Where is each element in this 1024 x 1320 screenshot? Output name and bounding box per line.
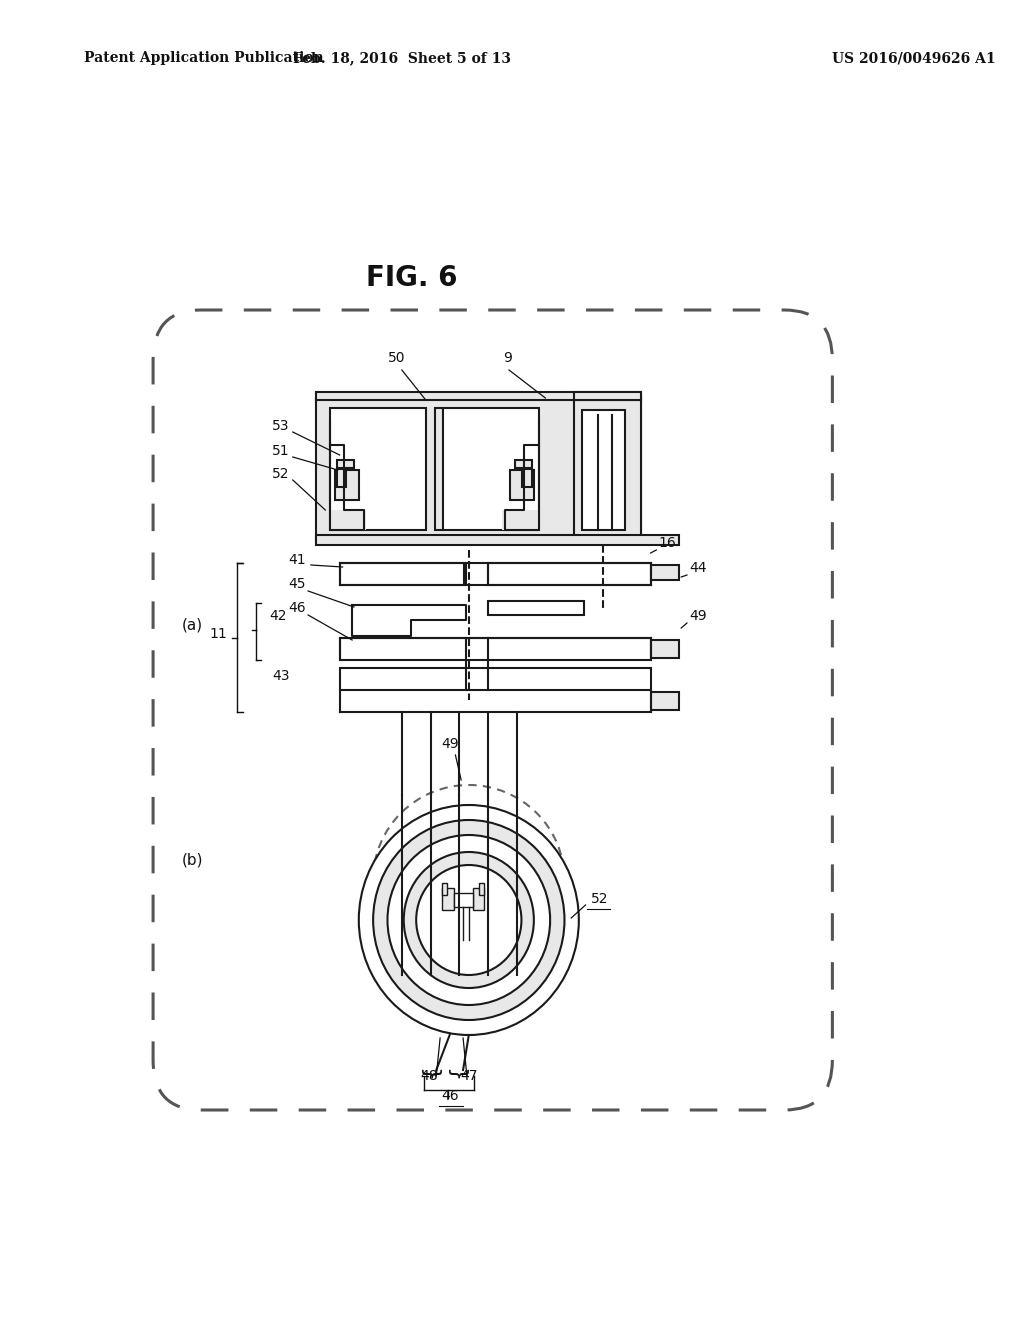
- Bar: [582, 411, 625, 531]
- Text: 16: 16: [658, 536, 676, 550]
- Bar: [650, 565, 679, 579]
- Bar: [522, 469, 531, 487]
- Text: 9: 9: [503, 351, 512, 366]
- Bar: [330, 408, 426, 531]
- Bar: [488, 601, 584, 615]
- Text: 49: 49: [689, 609, 707, 623]
- Bar: [315, 535, 679, 545]
- Bar: [335, 470, 358, 500]
- Text: (b): (b): [182, 853, 204, 867]
- Circle shape: [358, 805, 579, 1035]
- Circle shape: [416, 865, 521, 975]
- Text: 52: 52: [272, 467, 290, 480]
- Text: }: }: [445, 1068, 466, 1082]
- Text: 53: 53: [272, 418, 290, 433]
- Text: 43: 43: [272, 669, 290, 682]
- Bar: [650, 692, 679, 710]
- Bar: [442, 883, 446, 895]
- Text: FIG. 6: FIG. 6: [366, 264, 457, 292]
- Bar: [340, 638, 650, 660]
- Bar: [473, 888, 484, 909]
- Bar: [650, 640, 679, 657]
- Text: (a): (a): [182, 618, 203, 632]
- Bar: [340, 668, 650, 690]
- Bar: [443, 408, 539, 531]
- Text: 42: 42: [269, 609, 287, 623]
- Bar: [442, 888, 454, 909]
- Text: 45: 45: [289, 577, 306, 591]
- Bar: [479, 883, 484, 895]
- Bar: [488, 564, 650, 585]
- Bar: [340, 564, 464, 585]
- Text: 48: 48: [420, 1069, 437, 1082]
- Text: Feb. 18, 2016  Sheet 5 of 13: Feb. 18, 2016 Sheet 5 of 13: [293, 51, 511, 65]
- Text: 46: 46: [289, 601, 306, 615]
- Circle shape: [373, 820, 564, 1020]
- Bar: [574, 399, 641, 540]
- Circle shape: [387, 836, 550, 1005]
- Text: 46: 46: [441, 1089, 459, 1104]
- Text: 51: 51: [272, 444, 290, 458]
- Text: 44: 44: [689, 561, 707, 576]
- Polygon shape: [352, 605, 466, 636]
- Text: 11: 11: [209, 627, 226, 642]
- Bar: [330, 510, 367, 531]
- Text: 52: 52: [591, 892, 609, 906]
- Bar: [435, 408, 443, 531]
- Text: US 2016/0049626 A1: US 2016/0049626 A1: [833, 51, 996, 65]
- Text: 41: 41: [289, 553, 306, 568]
- Bar: [337, 469, 346, 487]
- Text: Patent Application Publication: Patent Application Publication: [84, 51, 324, 65]
- Text: }: }: [419, 1068, 438, 1082]
- Bar: [510, 470, 534, 500]
- Bar: [574, 392, 641, 400]
- Bar: [503, 510, 539, 531]
- Text: 50: 50: [388, 351, 406, 366]
- Text: 47: 47: [460, 1069, 477, 1082]
- Bar: [454, 894, 473, 907]
- Bar: [315, 399, 641, 540]
- Bar: [337, 459, 354, 469]
- Bar: [315, 392, 641, 400]
- Bar: [515, 459, 531, 469]
- Text: 49: 49: [441, 737, 459, 751]
- Circle shape: [403, 851, 534, 987]
